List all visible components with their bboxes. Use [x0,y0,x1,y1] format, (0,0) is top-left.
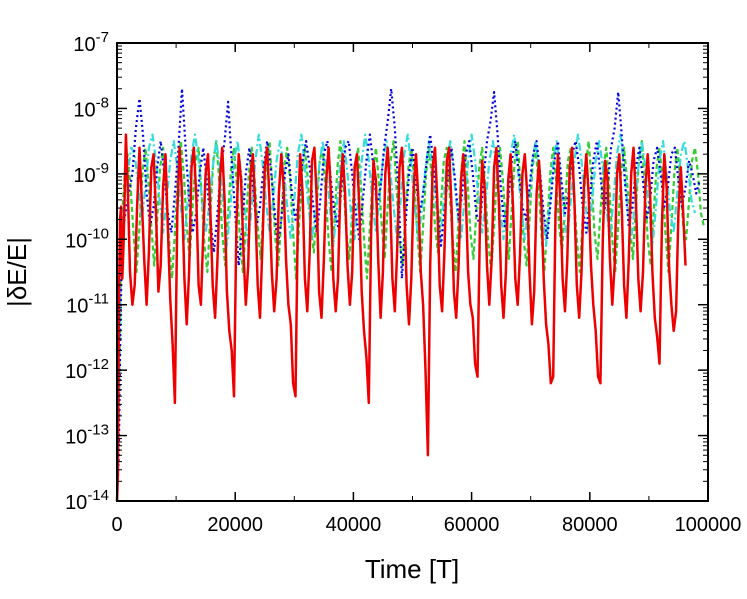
y-tick-label: 10-9 [73,160,109,187]
series-line-green [115,140,705,502]
x-tick-label: 60000 [444,514,500,536]
y-tick-label: 10-8 [73,94,109,121]
x-axis-label: Time [T] [365,554,459,584]
x-tick-label: 0 [111,514,122,536]
y-tick-label: 10-12 [65,356,109,383]
series-line-red [115,133,687,502]
y-tick-label: 10-11 [66,291,109,318]
tick-layer: 0 20000 40000 60000 80000 100000 10-14 10-13 10-… [65,29,741,536]
x-tick-label: 40000 [326,514,382,536]
y-tick-label: 10-14 [65,487,109,514]
y-tick-label: 10-7 [73,29,109,56]
series-layer [115,87,705,502]
x-tick-label: 20000 [207,514,263,536]
y-tick-label: 10-10 [65,225,109,252]
x-tick-label: 100000 [675,514,742,536]
y-axis-label: |δE/E| [2,237,32,307]
y-tick-label: 10-13 [65,422,109,449]
x-tick-label: 80000 [562,514,618,536]
